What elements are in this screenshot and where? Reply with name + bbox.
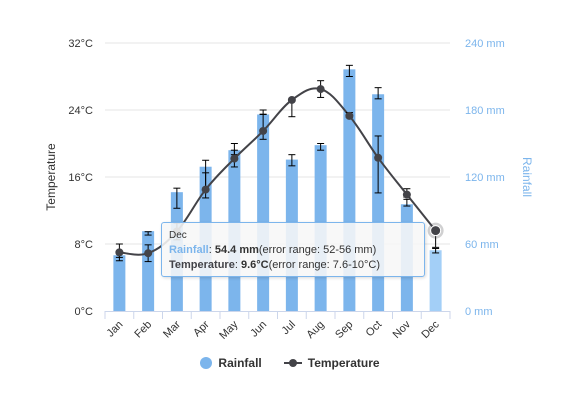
x-tick-label: Jan xyxy=(104,319,125,340)
right-tick-label: 180 mm xyxy=(465,105,505,117)
tooltip-rainfall-value: 54.4 mm xyxy=(214,244,259,256)
temperature-error-bar xyxy=(374,135,382,194)
rainfall-error-bar xyxy=(374,87,382,100)
tooltip-rainfall-row: Rainfall: 54.4 mm(error range: 52-56 mm) xyxy=(169,244,377,256)
right-axis-title: Rainfall xyxy=(520,157,534,197)
rainfall-legend-symbol xyxy=(200,357,213,369)
legend: Rainfall Temperature xyxy=(0,356,580,370)
rainfall-error-bar xyxy=(403,198,411,207)
rainfall-error-bar xyxy=(432,247,440,254)
rainfall-error-bar xyxy=(345,64,353,77)
temperature-error-bar xyxy=(202,172,210,199)
x-tick-label: Jun xyxy=(248,319,269,340)
temperature-point xyxy=(402,190,411,199)
tooltip-rainfall-name: Rainfall xyxy=(169,244,209,256)
rainfall-bar xyxy=(257,114,270,311)
x-tick-label: Feb xyxy=(132,319,154,341)
tooltip-temperature-error: (error range: 7.6-10°C) xyxy=(268,259,380,271)
temperature-points xyxy=(115,85,444,258)
temperature-point xyxy=(316,85,325,94)
grid-lines xyxy=(105,42,450,245)
right-tick-label: 0 mm xyxy=(465,306,493,318)
left-axis-title: Temperature xyxy=(44,143,58,211)
left-tick-label: 16°C xyxy=(68,172,93,184)
temperature-point xyxy=(201,185,210,194)
left-tick-label: 8°C xyxy=(75,239,94,251)
temperature-error-bar xyxy=(259,113,267,140)
temperature-point xyxy=(259,126,268,135)
x-axis: Jan Feb Mar Apr May Jun Jul Aug Sep Oct Nov Dec xyxy=(104,311,451,342)
temperature-legend-symbol xyxy=(283,357,302,369)
rainfall-bar xyxy=(372,94,385,311)
temperature-point xyxy=(115,248,124,257)
x-tick-label: Nov xyxy=(391,318,414,341)
x-tick-label: Apr xyxy=(191,318,212,339)
left-tick-label: 24°C xyxy=(68,105,93,117)
temperature-point xyxy=(287,95,296,104)
left-tick-label: 0°C xyxy=(75,306,94,318)
tooltip-temperature-row: Temperature: 9.6°C(error range: 7.6-10°C… xyxy=(169,259,380,271)
tooltip-header: Dec xyxy=(169,230,187,241)
x-tick-label: Jul xyxy=(280,319,298,337)
x-tick-label: Mar xyxy=(161,318,183,340)
rainfall-error-bar xyxy=(288,154,296,167)
right-tick-label: 60 mm xyxy=(465,239,499,251)
temperature-point xyxy=(144,249,153,258)
right-tick-label: 240 mm xyxy=(465,38,505,50)
temperature-point xyxy=(430,225,442,237)
x-tick-label: Sep xyxy=(333,319,355,341)
right-tick-label: 120 mm xyxy=(465,172,505,184)
left-axis: 0°C 8°C 16°C 24°C 32°C xyxy=(68,38,93,318)
temperature-point xyxy=(345,111,354,120)
x-tick-label: Aug xyxy=(304,319,326,341)
tooltip-temperature-value: 9.6°C xyxy=(240,259,269,271)
temperature-point xyxy=(230,154,239,163)
temperature-point xyxy=(374,153,383,162)
rainfall-bar xyxy=(429,250,442,311)
x-tick-label: May xyxy=(217,318,241,342)
tooltip-temperature-name: Temperature xyxy=(169,259,235,271)
rainfall-error-bar xyxy=(173,187,181,209)
tooltip-rainfall-error: (error range: 52-56 mm) xyxy=(258,244,377,256)
rainfall-bar xyxy=(113,255,126,311)
legend-item-temperature[interactable]: Temperature xyxy=(283,356,380,370)
right-axis: 0 mm 60 mm 120 mm 180 mm 240 mm xyxy=(465,38,505,318)
rainfall-error-bar xyxy=(144,231,152,236)
rainfall-error-bar xyxy=(317,143,325,151)
rainfall-bar xyxy=(142,231,155,311)
legend-item-rainfall[interactable]: Rainfall xyxy=(200,356,262,370)
tooltip: Dec Rainfall: 54.4 mm(error range: 52-56… xyxy=(161,222,425,277)
x-tick-label: Dec xyxy=(419,318,442,341)
legend-temperature-label: Temperature xyxy=(307,356,380,370)
left-tick-label: 32°C xyxy=(68,38,93,50)
legend-rainfall-label: Rainfall xyxy=(218,356,262,370)
x-tick-label: Oct xyxy=(364,319,385,340)
